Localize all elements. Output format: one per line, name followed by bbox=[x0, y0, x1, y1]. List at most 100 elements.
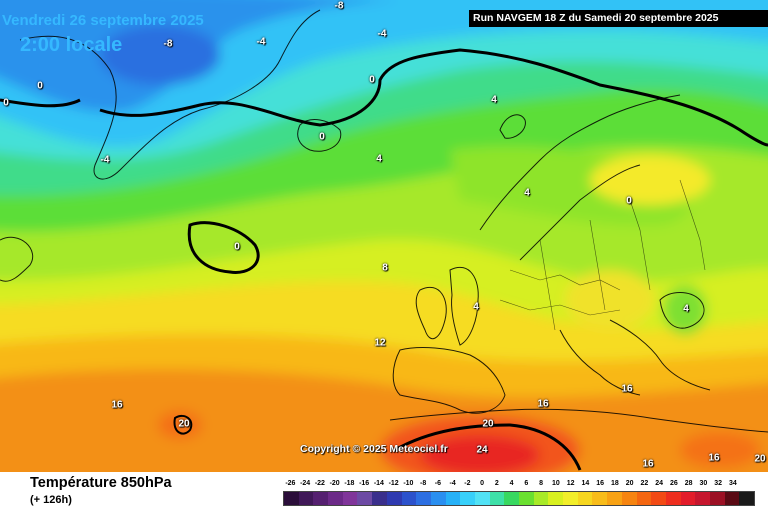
scale-swatch bbox=[739, 492, 754, 505]
scale-tick-label: -12 bbox=[388, 480, 399, 487]
coast-scandinavia bbox=[479, 94, 681, 231]
scale-tick-label: -24 bbox=[300, 480, 311, 487]
isotherm-0-west bbox=[0, 98, 81, 108]
color-scale-bar bbox=[283, 491, 755, 506]
scale-swatch bbox=[665, 492, 681, 505]
coast-uk bbox=[449, 266, 479, 346]
scale-swatch bbox=[577, 492, 593, 505]
isotherm-label: 4 bbox=[376, 153, 382, 165]
scale-swatch bbox=[416, 492, 431, 505]
scale-tick-label: 6 bbox=[524, 480, 529, 487]
scale-tick-label: -10 bbox=[403, 480, 414, 487]
isotherm-label: 16 bbox=[621, 383, 633, 395]
scale-tick-label: -8 bbox=[420, 480, 427, 487]
coast-ireland bbox=[415, 286, 447, 340]
temperature-map bbox=[0, 0, 768, 472]
copyright-notice: Copyright © 2025 Meteociel.fr bbox=[300, 443, 448, 455]
model-run-label: Run NAVGEM 18 Z du Samedi 20 septembre 2… bbox=[469, 10, 768, 27]
scale-swatch bbox=[357, 492, 373, 505]
isotherm-label: -4 bbox=[377, 28, 387, 40]
isotherm-0-atlantic bbox=[187, 221, 260, 274]
scale-tick-label: -20 bbox=[329, 480, 340, 487]
isotherm-label: -4 bbox=[256, 36, 266, 48]
scale-swatch bbox=[489, 492, 505, 505]
scale-swatch bbox=[621, 492, 637, 505]
forecast-date: Vendredi 26 septembre 2025 bbox=[2, 12, 204, 29]
scale-swatch bbox=[592, 492, 608, 505]
isotherm-label: 4 bbox=[473, 301, 479, 313]
coast-iberia bbox=[392, 347, 506, 414]
border-3 bbox=[539, 239, 556, 331]
temp-field-balkans bbox=[565, 270, 655, 330]
scale-swatch bbox=[342, 492, 358, 505]
forecast-time: 2:00 locale bbox=[20, 34, 123, 56]
scale-tick-label: 22 bbox=[640, 480, 649, 487]
scale-swatch bbox=[401, 492, 417, 505]
isotherm-label: 16 bbox=[708, 452, 720, 464]
coast-black-sea bbox=[659, 292, 705, 329]
color-scale-labels: -26 -24 -22 -20 -18 -16 -14 -12 -10 -8 -6 -4 -2 0 2 4 6 8… bbox=[283, 480, 755, 490]
isotherm-label: 0 bbox=[369, 74, 375, 86]
scale-tick-label: -6 bbox=[434, 480, 441, 487]
border-5 bbox=[629, 199, 651, 291]
isotherm-label: 4 bbox=[491, 94, 497, 106]
isotherm-label: -4 bbox=[100, 154, 110, 166]
coast-italy bbox=[559, 329, 641, 396]
temp-field-sahara-hot bbox=[420, 435, 540, 472]
border-6 bbox=[679, 179, 706, 271]
coast-labrador bbox=[0, 236, 34, 282]
isotherm-label: 8 bbox=[382, 262, 388, 274]
coastlines bbox=[0, 9, 768, 433]
scale-tick-label: 8 bbox=[539, 480, 544, 487]
isotherm-24 bbox=[394, 423, 582, 471]
scale-tick-label: 14 bbox=[581, 480, 590, 487]
scale-swatch bbox=[460, 492, 475, 505]
scale-tick-label: 24 bbox=[655, 480, 664, 487]
isotherm-label: 24 bbox=[476, 444, 488, 456]
coast-balkans bbox=[609, 319, 711, 391]
scale-swatch bbox=[445, 492, 461, 505]
scale-tick-label: 30 bbox=[699, 480, 708, 487]
scale-swatch bbox=[724, 492, 740, 505]
scale-tick-label: 34 bbox=[728, 480, 737, 487]
isotherm-label: 20 bbox=[754, 453, 766, 465]
scale-tick-label: 0 bbox=[480, 480, 485, 487]
legend-panel: Température 850hPa (+ 126h) -26 -24 -22 -20… bbox=[0, 472, 768, 512]
scale-swatch bbox=[651, 492, 666, 505]
isotherm-label: -8 bbox=[334, 0, 344, 12]
scale-swatch bbox=[709, 492, 725, 505]
isotherm-label: 0 bbox=[37, 80, 43, 92]
scale-swatch bbox=[680, 492, 696, 505]
scale-swatch bbox=[372, 492, 387, 505]
isotherm-label: 4 bbox=[683, 303, 689, 315]
scale-swatch bbox=[519, 492, 534, 505]
isotherm-label: 12 bbox=[374, 337, 386, 349]
scale-tick-label: 28 bbox=[684, 480, 693, 487]
scale-swatch bbox=[563, 492, 578, 505]
scale-tick-label: 4 bbox=[509, 480, 514, 487]
scale-swatch bbox=[533, 492, 549, 505]
coast-greenland bbox=[19, 9, 321, 180]
scale-tick-label: 32 bbox=[714, 480, 723, 487]
scale-swatch bbox=[607, 492, 622, 505]
scale-tick-label: -18 bbox=[344, 480, 355, 487]
country-borders bbox=[499, 179, 706, 331]
forecast-lead-time: (+ 126h) bbox=[30, 494, 72, 506]
scale-swatch bbox=[548, 492, 564, 505]
border-2 bbox=[499, 299, 621, 316]
scale-tick-label: 16 bbox=[596, 480, 605, 487]
scale-swatch bbox=[313, 492, 329, 505]
scale-tick-label: 12 bbox=[566, 480, 575, 487]
scale-swatch bbox=[386, 492, 402, 505]
temp-field-middle-east bbox=[680, 432, 760, 468]
scale-tick-label: -14 bbox=[373, 480, 384, 487]
isotherm-label: 4 bbox=[524, 187, 530, 199]
scale-swatch bbox=[298, 492, 314, 505]
scale-swatch bbox=[430, 492, 446, 505]
isotherm-label: 20 bbox=[178, 418, 190, 430]
coast-north-africa bbox=[389, 408, 768, 433]
isotherm-label: -8 bbox=[163, 38, 173, 50]
scale-swatch bbox=[284, 492, 299, 505]
scale-swatch bbox=[636, 492, 652, 505]
scale-tick-label: 10 bbox=[551, 480, 560, 487]
